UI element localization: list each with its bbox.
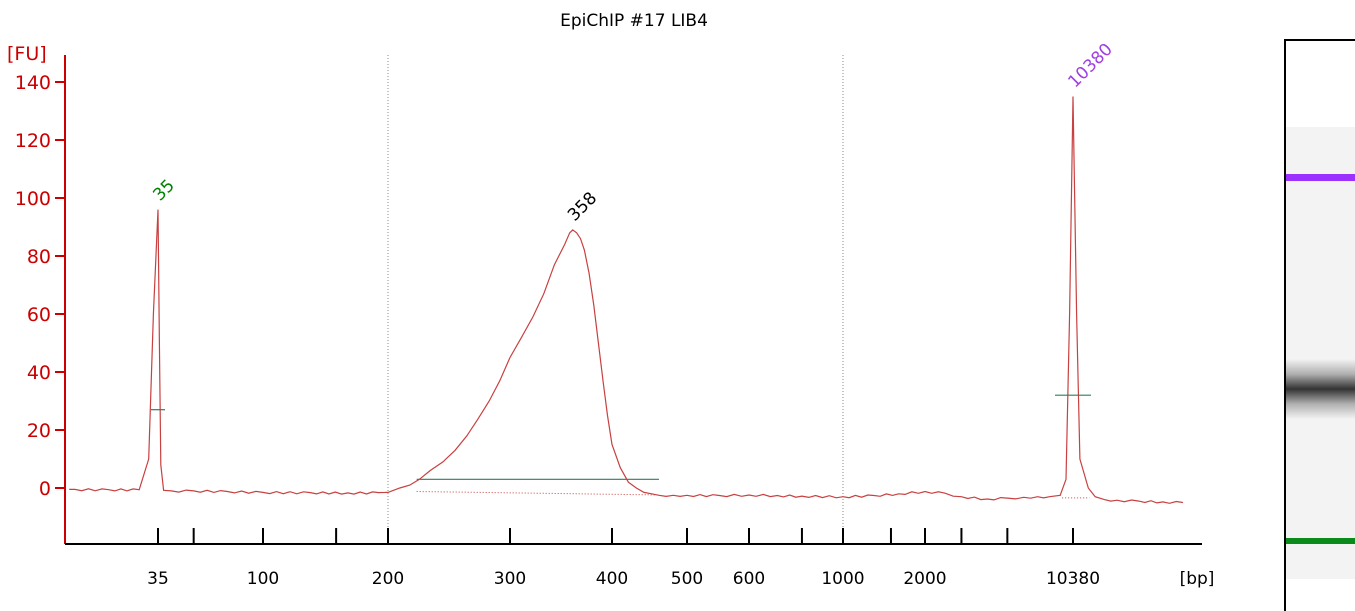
y-tick-label: 20 bbox=[27, 420, 51, 442]
y-tick-label: 140 bbox=[15, 72, 51, 94]
x-tick-label: 200 bbox=[372, 569, 404, 589]
gel-band-upper-marker bbox=[1286, 174, 1355, 181]
peak-labels: 35 358 10380 bbox=[149, 40, 1116, 226]
y-tick-label: 100 bbox=[15, 188, 51, 210]
gridlines bbox=[387, 55, 844, 544]
integration-region bbox=[416, 478, 1090, 499]
y-axis-label: [FU] bbox=[7, 43, 47, 65]
gel-band-lower-marker bbox=[1286, 538, 1355, 544]
gel-band-sample bbox=[1286, 359, 1355, 419]
y-tick-label: 60 bbox=[27, 304, 51, 326]
x-tick-label: 300 bbox=[494, 569, 526, 589]
gel-lane-background bbox=[1286, 127, 1355, 579]
x-tick-label: 10380 bbox=[1046, 569, 1100, 589]
y-tick-label: 80 bbox=[27, 246, 51, 268]
y-tick-label: 0 bbox=[39, 478, 51, 500]
y-tick-label: 120 bbox=[15, 130, 51, 152]
x-tick-label: 2000 bbox=[903, 569, 946, 589]
x-axis-label: [bp] bbox=[1180, 569, 1215, 589]
trace-layer bbox=[69, 96, 1183, 504]
axes: 0 20 40 60 80 100 120 140 [FU] 35 100 200 300 400 500 6… bbox=[7, 43, 1214, 589]
x-tick-label: 100 bbox=[247, 569, 279, 589]
x-tick-label: 1000 bbox=[821, 569, 864, 589]
x-tick-label: 35 bbox=[147, 569, 169, 589]
region-baseline bbox=[416, 490, 659, 496]
x-tick-label: 500 bbox=[671, 569, 703, 589]
gel-lane bbox=[1284, 39, 1355, 611]
peak-label-358: 358 bbox=[564, 188, 601, 225]
y-tick-label: 40 bbox=[27, 362, 51, 384]
marker-lines bbox=[151, 394, 1091, 411]
peak-label-35: 35 bbox=[149, 176, 178, 205]
electropherogram-chart: EpiChIP #17 LIB4 0 20 40 60 80 100 120 140 [FU] 3… bbox=[7, 11, 1214, 589]
chart-title: EpiChIP #17 LIB4 bbox=[560, 11, 708, 31]
trace-line bbox=[69, 96, 1183, 504]
x-tick-label: 400 bbox=[596, 569, 628, 589]
x-tick-label: 600 bbox=[733, 569, 765, 589]
peak-label-10380: 10380 bbox=[1064, 40, 1116, 92]
